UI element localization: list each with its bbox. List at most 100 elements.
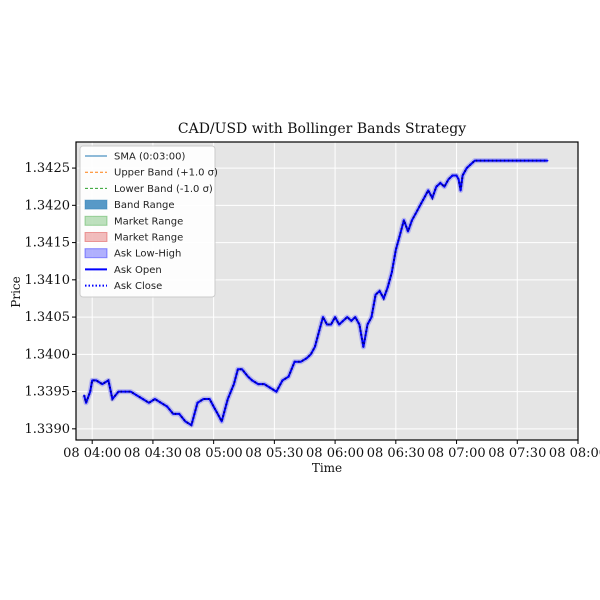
- data-point: [526, 159, 529, 162]
- legend-label: Market Range: [114, 216, 183, 227]
- data-point: [326, 323, 328, 326]
- data-point: [366, 323, 369, 326]
- data-point: [478, 159, 480, 162]
- legend-item: Lower Band (-1.0 σ): [85, 184, 213, 195]
- data-point: [91, 379, 93, 382]
- data-point: [257, 383, 259, 385]
- data-point: [305, 357, 308, 359]
- data-point: [141, 398, 144, 400]
- data-point: [178, 413, 181, 415]
- x-tick-label: 08 07:30: [488, 446, 546, 461]
- data-point: [403, 219, 405, 222]
- x-tick-label: 08 05:30: [245, 446, 303, 461]
- data-point: [123, 390, 126, 393]
- data-point: [411, 219, 413, 222]
- legend-label: Ask Close: [114, 281, 162, 292]
- data-point: [431, 197, 434, 199]
- data-point: [461, 174, 464, 177]
- legend-item: Ask Close: [85, 281, 162, 292]
- legend-item: Ask Open: [85, 265, 162, 276]
- data-point: [310, 353, 312, 356]
- legend-swatch: [84, 248, 108, 259]
- data-point: [443, 185, 446, 188]
- data-point: [247, 375, 249, 378]
- data-point: [382, 297, 385, 300]
- data-point: [281, 379, 284, 382]
- legend-label: Ask Open: [114, 265, 162, 276]
- plot-frame: [75, 141, 579, 441]
- data-point: [457, 178, 460, 181]
- data-point: [184, 420, 187, 423]
- y-tick-label: 1.3395: [25, 385, 71, 400]
- data-point: [111, 398, 114, 400]
- data-point: [299, 360, 302, 363]
- data-point: [370, 316, 373, 318]
- y-axis-label: Price: [9, 276, 23, 307]
- data-point: [447, 178, 450, 181]
- data-point: [419, 204, 421, 207]
- x-ticks: 08 04:00 08 04:30 08 05:00 08 05:30 08 06:00…: [63, 440, 600, 461]
- legend-label: Upper Band (+1.0 σ): [114, 168, 218, 179]
- data-point: [208, 398, 211, 400]
- data-point: [390, 271, 393, 274]
- data-point: [498, 159, 500, 162]
- y-tick-label: 1.3390: [25, 422, 71, 437]
- data-point: [530, 159, 533, 162]
- data-point: [490, 159, 492, 162]
- legend-swatch: [84, 215, 108, 226]
- data-point: [269, 387, 272, 389]
- data-point: [117, 390, 120, 393]
- x-tick-label: 08 04:00: [63, 446, 121, 461]
- data-point: [241, 368, 243, 371]
- data-point: [358, 323, 361, 326]
- x-tick-label: 08 07:00: [427, 446, 485, 461]
- data-point: [322, 316, 324, 318]
- data-point: [95, 379, 98, 382]
- data-point: [83, 394, 85, 397]
- data-point: [514, 159, 517, 162]
- data-point: [518, 159, 521, 162]
- data-point: [374, 293, 377, 296]
- data-point: [318, 331, 320, 333]
- legend-label: SMA (0:03:00): [114, 152, 185, 163]
- data-point: [334, 316, 336, 318]
- data-point: [482, 159, 484, 162]
- data-point: [107, 379, 110, 382]
- data-point: [330, 323, 332, 326]
- legend-box: [79, 145, 216, 298]
- y-ticks: 1.3390 1.3395 1.3400 1.3405 1.3410 1.3415 1.34…: [25, 161, 76, 437]
- data-point: [293, 360, 296, 363]
- data-point: [212, 405, 215, 408]
- legend-swatch: [84, 199, 108, 210]
- data-point: [435, 185, 438, 188]
- data-point: [160, 401, 162, 404]
- data-point: [469, 163, 472, 166]
- data-point: [502, 159, 504, 162]
- data-point: [148, 401, 150, 404]
- data-point: [101, 383, 104, 385]
- legend-item: Ask Low-High: [84, 248, 181, 260]
- data-point: [227, 398, 229, 400]
- legend-item: Upper Band (+1.0 σ): [85, 168, 218, 179]
- data-point: [346, 316, 349, 318]
- x-tick-label: 08 06:00: [306, 446, 364, 461]
- data-point: [386, 286, 389, 289]
- data-point: [415, 211, 417, 214]
- data-point: [166, 405, 168, 408]
- data-point: [423, 197, 425, 199]
- legend: SMA (0:03:00) Upper Band (+1.0 σ) Lower Ba…: [79, 145, 218, 298]
- y-tick-label: 1.3410: [25, 273, 71, 288]
- data-point: [486, 159, 488, 162]
- data-point: [287, 375, 290, 378]
- data-point: [459, 189, 462, 192]
- y-tick-label: 1.3405: [25, 310, 71, 325]
- data-point: [522, 159, 525, 162]
- legend-item: Band Range: [84, 199, 175, 211]
- data-point: [263, 383, 266, 385]
- data-point: [399, 234, 401, 236]
- data-point: [89, 390, 91, 393]
- data-point: [546, 159, 549, 162]
- data-point: [314, 346, 316, 348]
- data-point: [233, 383, 235, 385]
